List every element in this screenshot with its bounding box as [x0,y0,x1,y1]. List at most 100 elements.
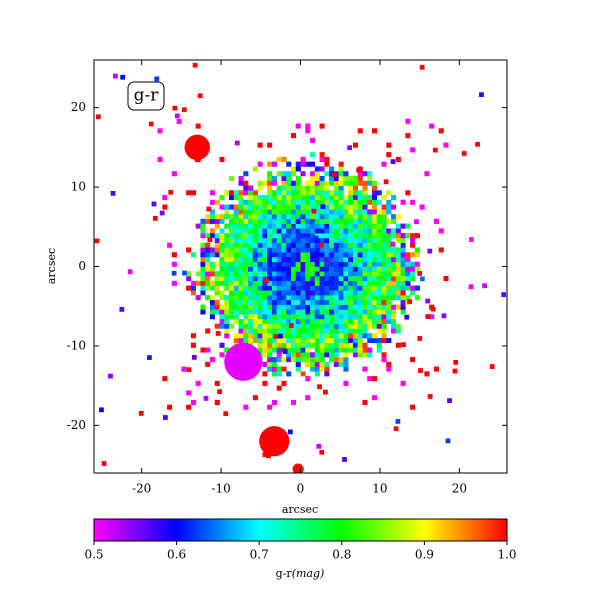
pixel [314,337,320,344]
pixel [229,214,235,220]
pixel [238,299,244,305]
pixel [238,290,244,296]
pixel [338,280,344,286]
pixel [333,218,339,224]
pixel [381,295,387,301]
pixel [229,314,235,320]
pixel [414,295,420,301]
pixel [310,228,316,234]
pixel [405,256,411,263]
pixel [267,295,273,301]
pixel [343,233,349,239]
pixel [314,247,320,253]
pixel [252,252,258,258]
pixel [395,276,401,282]
pixel [381,233,387,239]
pixel [101,461,107,466]
pixel [205,271,211,277]
pixel [276,366,282,372]
pixel [262,237,268,243]
pixel [262,337,268,344]
pixel [414,261,420,267]
pixel [262,323,268,329]
pixel [305,223,311,229]
pixel [271,323,277,329]
pixel [310,152,316,158]
pixel [338,285,344,291]
pixel [205,214,211,220]
pixel [338,295,344,301]
pixel [243,247,249,253]
pixel [95,114,101,120]
pixel [314,366,320,372]
pixel [190,252,196,258]
pixel [286,237,292,243]
pixel [229,271,235,277]
pixel [276,347,282,353]
pixel [262,228,268,234]
pixel [267,337,273,344]
pixel [281,242,287,248]
pixel [248,285,254,291]
pixel [400,252,406,258]
image [94,62,507,473]
y-tick-label: -10 [67,338,86,352]
pixel [343,295,349,301]
pixel [367,347,373,353]
pixel [362,399,368,405]
pixel [300,209,306,215]
pixel [348,256,354,263]
pixel [243,199,249,205]
pixel [319,347,325,353]
pixel [290,333,297,339]
pixel [233,276,239,282]
y-tick-label: -20 [67,418,86,432]
pixel [243,304,249,310]
pixel [357,180,363,186]
pixel [127,269,133,275]
pixel [414,233,420,239]
pixel [329,171,335,177]
pixel [282,349,288,354]
pixel [362,195,368,201]
pixel [295,285,301,291]
pixel [352,337,358,344]
pixel [248,328,254,334]
pixel [267,252,273,258]
pixel [209,233,216,239]
pixel [329,276,335,282]
pixel [99,407,104,413]
pixel [391,314,397,320]
pixel [367,304,373,310]
pixel [329,352,335,358]
pixel [262,261,268,267]
pixel [290,261,297,267]
pixel [314,357,320,363]
pixel [171,280,177,286]
pixel [329,195,335,201]
pixel [371,237,378,243]
pixel [329,233,335,239]
pixel [395,323,401,329]
pixel [430,306,436,312]
pixel [276,385,282,391]
pixel [276,276,282,282]
pixel [376,190,382,196]
pixel [329,166,335,172]
pixel [324,233,330,239]
pixel [267,209,273,215]
pixel [357,190,363,196]
pixel [219,252,225,258]
pixel [310,271,316,277]
pixel [219,314,225,320]
pixel [357,204,363,210]
pixel [395,280,401,286]
pixel [324,256,330,263]
pixel [257,285,263,291]
pixel [233,271,239,277]
pixel [386,247,392,253]
pixel [233,247,239,253]
pixel [281,199,287,205]
pixel [281,290,287,296]
pixel [305,266,311,272]
